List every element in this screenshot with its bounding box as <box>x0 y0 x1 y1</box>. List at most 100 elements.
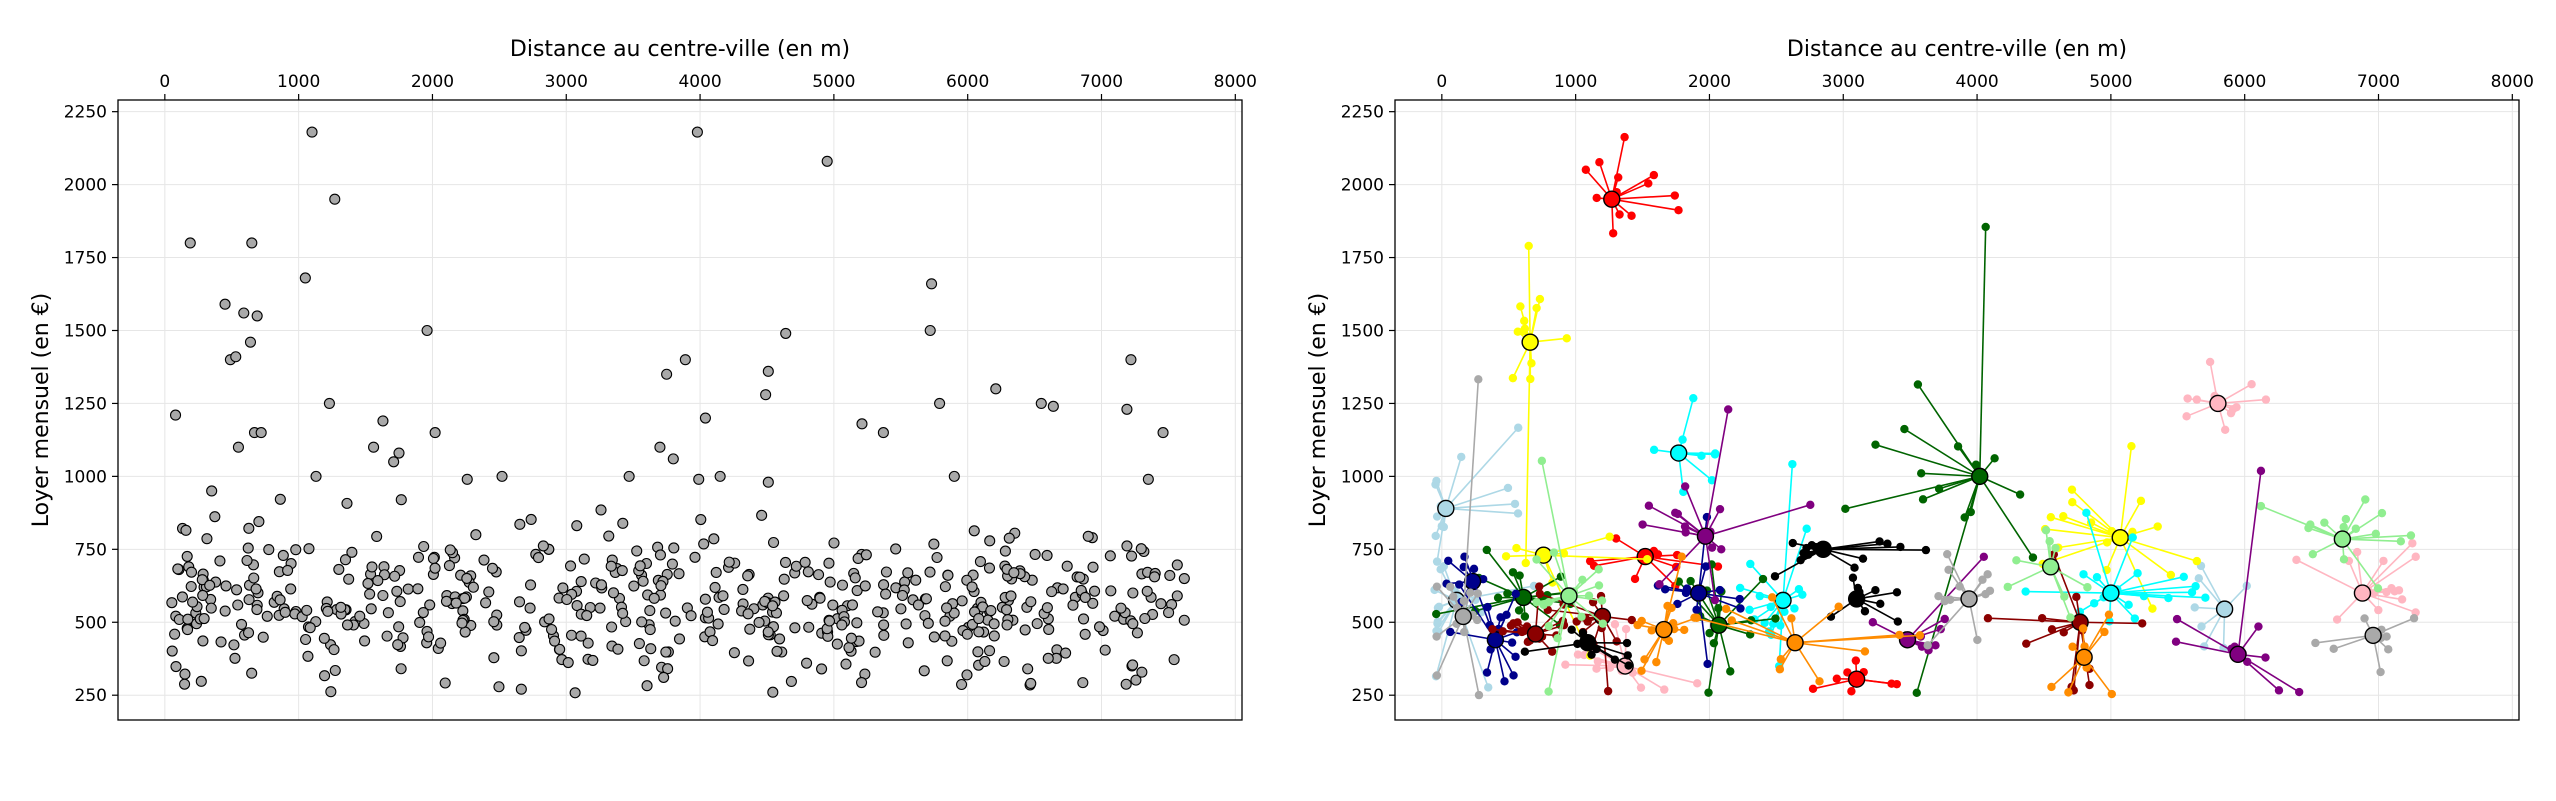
data-point <box>968 525 980 537</box>
cluster-point <box>2171 637 2181 646</box>
data-point <box>648 592 660 604</box>
data-point <box>250 583 262 595</box>
cluster-link <box>2070 622 2081 687</box>
cluster-point <box>1595 158 1604 167</box>
data-point <box>412 551 425 563</box>
data-point <box>274 594 286 606</box>
data-point <box>172 563 184 575</box>
data-point <box>631 545 643 557</box>
cluster-link <box>1445 487 1509 510</box>
cluster-point <box>1896 542 1905 552</box>
y-tick-label: 500 <box>1352 613 1384 633</box>
cluster-link <box>1436 596 1524 615</box>
cluster-point <box>1510 499 1520 509</box>
data-point <box>823 615 836 627</box>
data-point <box>877 427 889 439</box>
cluster-point <box>1484 683 1493 692</box>
data-point <box>878 629 890 641</box>
cluster-point <box>1776 655 1786 664</box>
cluster-point <box>1532 555 1541 564</box>
data-point <box>243 522 255 534</box>
cluster-link <box>1445 427 1519 510</box>
data-point <box>557 582 569 594</box>
cluster-point <box>1649 170 1659 180</box>
cluster-point <box>1483 602 1492 612</box>
cluster-centroid <box>2111 528 2129 547</box>
data-point <box>691 126 703 138</box>
y-tick-label: 1250 <box>64 394 107 414</box>
data-point <box>902 637 914 649</box>
cluster-link <box>1921 472 1980 478</box>
data-point <box>214 555 226 567</box>
data-point <box>710 566 722 578</box>
cluster-point <box>2064 688 2073 697</box>
cluster-point <box>2183 394 2192 403</box>
cluster-point <box>1520 612 1530 621</box>
data-point <box>206 485 218 497</box>
cluster-point <box>1511 589 1521 599</box>
cluster-point <box>1432 671 1442 680</box>
cluster <box>1674 560 1780 697</box>
cluster-point <box>1471 595 1480 605</box>
cluster-point <box>1887 679 1896 688</box>
cluster-point <box>1802 524 1811 533</box>
data-point <box>253 516 265 528</box>
data-point <box>603 530 615 542</box>
data-point <box>693 473 705 485</box>
data-point <box>974 556 986 568</box>
cluster <box>1770 537 1931 581</box>
cluster-point <box>1597 596 1607 605</box>
cluster-point <box>2361 495 2370 504</box>
cluster-point <box>1670 191 1680 200</box>
cluster-point <box>1561 660 1570 669</box>
data-point <box>712 618 724 630</box>
data-point <box>417 606 429 619</box>
data-point <box>1135 543 1147 555</box>
cluster-point <box>2059 628 2068 637</box>
data-point <box>251 603 263 616</box>
data-point <box>443 560 455 572</box>
cluster-point <box>1449 592 1458 601</box>
cluster-link <box>1987 617 2081 624</box>
data-point <box>418 540 430 553</box>
cluster-point <box>1511 652 1520 661</box>
cluster-link <box>2341 538 2379 589</box>
cluster-point <box>1693 679 1702 688</box>
cluster-link <box>1782 464 1794 601</box>
cluster-point <box>1758 574 1768 584</box>
data-point <box>571 520 583 532</box>
data-point <box>1079 628 1091 640</box>
data-point <box>767 536 780 549</box>
cluster-point <box>1775 665 1785 674</box>
x-tick-label: 5000 <box>2089 72 2132 92</box>
data-point <box>1163 607 1175 619</box>
cluster-point <box>2187 588 2197 597</box>
data-point <box>623 470 635 482</box>
cluster-point <box>1893 617 1903 626</box>
data-point <box>304 622 316 634</box>
cluster-point <box>1627 615 1636 625</box>
cluster-centroid <box>1655 620 1673 639</box>
data-point <box>1155 598 1167 610</box>
data-point <box>699 412 711 424</box>
cluster-point <box>1517 627 1527 637</box>
data-point <box>961 669 973 681</box>
cluster-point <box>2397 595 2407 604</box>
data-point <box>801 657 813 669</box>
data-point <box>242 542 254 554</box>
cluster-centroid <box>2215 600 2234 618</box>
data-point <box>1029 548 1041 560</box>
data-point <box>984 645 996 657</box>
cluster-point <box>2191 582 2200 591</box>
cluster-point <box>1649 445 1659 455</box>
cluster-point <box>2124 600 2133 610</box>
cluster-point <box>1610 620 1620 629</box>
cluster-point <box>1721 604 1731 614</box>
data-point <box>762 626 774 638</box>
cluster-point <box>1431 531 1440 541</box>
cluster-point <box>2080 642 2089 651</box>
cluster-point <box>2083 583 2092 592</box>
data-point <box>595 504 607 516</box>
data-point <box>1060 647 1072 659</box>
data-point <box>928 538 940 550</box>
